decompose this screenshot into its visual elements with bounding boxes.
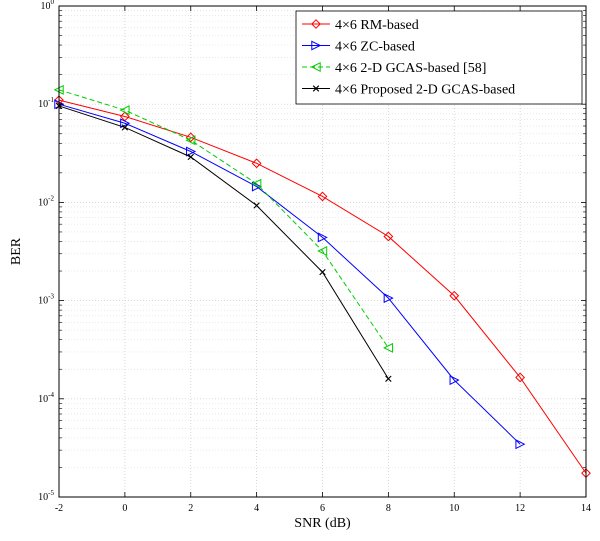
y-tick-label: 10-4 — [38, 391, 54, 405]
series-3-point — [383, 342, 394, 353]
y-tick-label: 10-1 — [38, 96, 54, 110]
x-tick-label: -2 — [55, 503, 63, 514]
series-2-point — [186, 146, 197, 157]
legend-marker — [310, 61, 321, 73]
grid — [58, 6, 587, 498]
x-axis-label: SNR (dB) — [294, 516, 351, 531]
series-1-point — [185, 132, 196, 143]
x-tick-label: 0 — [122, 503, 127, 514]
legend-marker — [311, 40, 322, 51]
series-2 — [54, 99, 526, 450]
x-tick-label: 2 — [188, 503, 193, 514]
y-tick-label: 10-3 — [38, 293, 54, 307]
series-4-point — [385, 375, 392, 382]
legend-entry: 4×6 Proposed 2-D GCAS-based — [335, 83, 515, 98]
series-1-point — [317, 191, 328, 202]
series-1-point — [251, 158, 262, 169]
series-3-point — [119, 105, 130, 116]
legend-box — [295, 10, 583, 105]
y-axis-label: BER — [9, 237, 24, 265]
series-2-point — [120, 118, 131, 129]
series-2-line — [58, 103, 521, 445]
series-3-point — [317, 245, 328, 257]
x-tick-label: 14 — [581, 503, 591, 514]
x-tick-label: 6 — [320, 503, 325, 514]
series-4-point — [121, 124, 129, 131]
series-2-point — [251, 181, 262, 192]
x-tick-label: 10 — [449, 503, 459, 514]
series-4-point — [319, 268, 326, 276]
legend-entry: 4×6 ZC-based — [335, 40, 415, 55]
legend: 4×6 RM-based 4×6 ZC-based 4×6 2-D GCAS-bas… — [295, 10, 583, 105]
series-1 — [54, 95, 591, 479]
series-2-point — [449, 375, 460, 386]
series-2-point — [317, 232, 328, 243]
legend-entry: 4×6 RM-based — [335, 18, 419, 33]
series-3-point — [185, 135, 196, 146]
x-tick-label: 8 — [386, 503, 391, 514]
series-4-point — [253, 202, 260, 209]
y-tick-label: 100 — [41, 0, 55, 12]
tick-layer: -2 0 2 4 6 8 10 12 14 10-5 10-4 10-3 10-2 10-1 100 — [38, 0, 591, 514]
series-2-point — [383, 293, 394, 304]
series-4-point — [187, 153, 194, 161]
series-1-point — [515, 372, 526, 383]
series-1-line — [58, 99, 587, 474]
series-2-point — [515, 439, 526, 450]
y-tick-label: 10-5 — [38, 489, 54, 503]
y-tick-label: 10-2 — [38, 194, 54, 208]
series-4 — [55, 102, 392, 382]
legend-marker — [312, 85, 320, 92]
series-3 — [53, 84, 394, 353]
x-tick-label: 12 — [515, 503, 525, 514]
series-4-line — [58, 105, 389, 380]
series-1-point — [449, 290, 460, 301]
series-3-point — [251, 178, 262, 189]
legend-entry: 4×6 2-D GCAS-based [58] — [335, 61, 486, 76]
series-3-line — [58, 89, 389, 349]
x-tick-label: 4 — [254, 503, 259, 514]
series-1-point — [383, 231, 394, 242]
legend-marker — [311, 19, 321, 29]
